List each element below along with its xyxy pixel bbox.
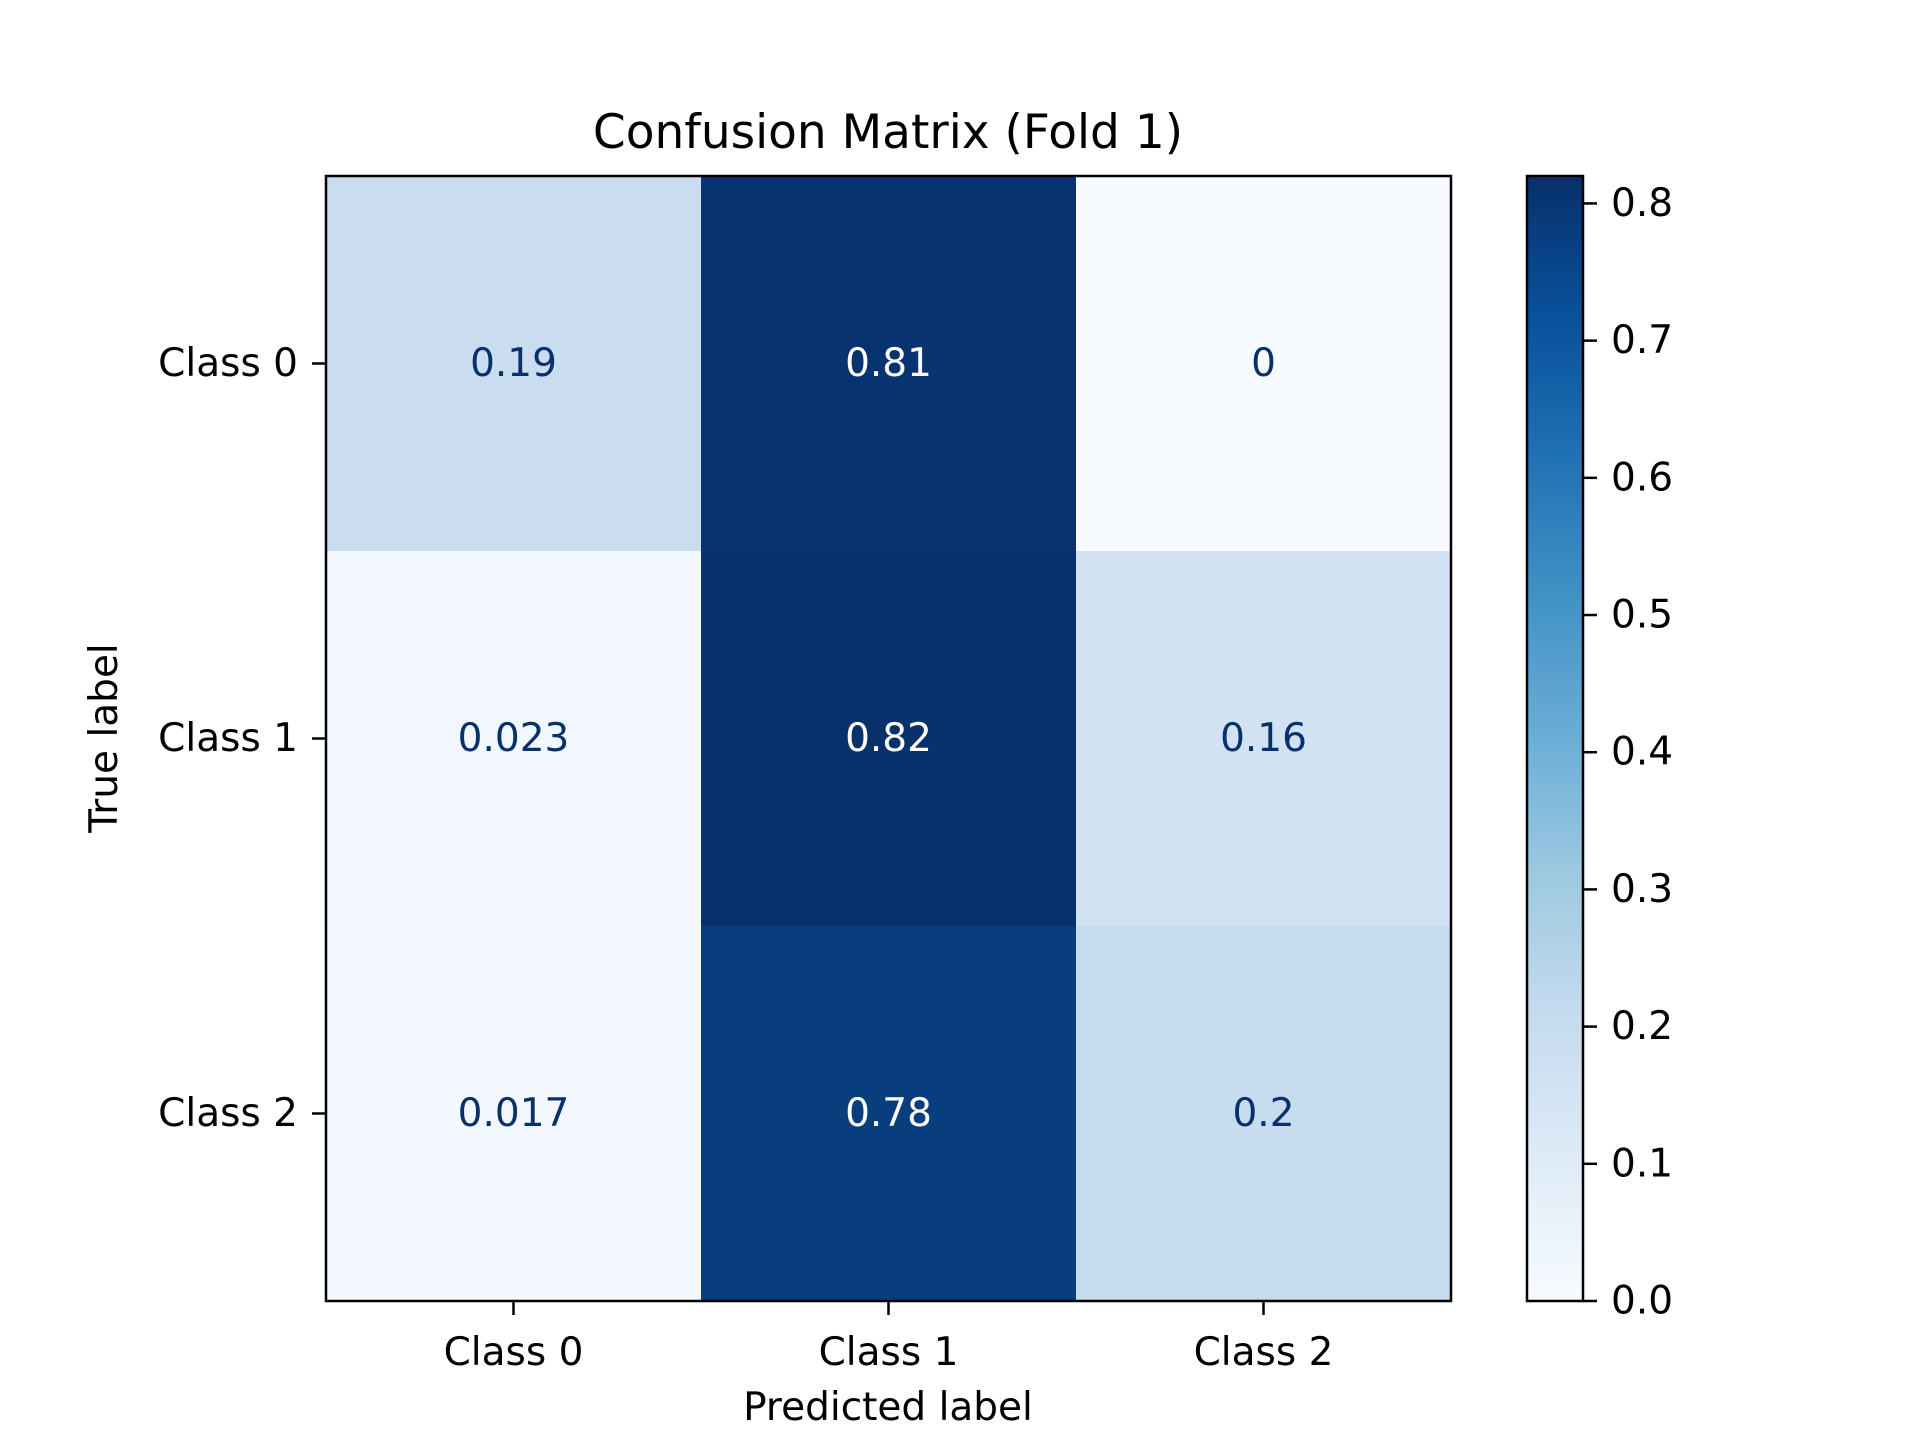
x-tick-label: Class 1 [819, 1330, 959, 1375]
y-axis-ticks: Class 0 Class 1 Class 2 [158, 341, 326, 1136]
y-tick-label: Class 0 [158, 341, 298, 386]
colorbar-tick-label: 0.4 [1611, 730, 1673, 775]
colorbar-tick-label: 0.5 [1611, 593, 1673, 638]
colorbar-tick-label: 0.7 [1611, 318, 1673, 363]
heatmap-cell-r0-c2 [1076, 176, 1452, 552]
y-axis-label: True label [82, 643, 127, 834]
colorbar-tick-label: 0.2 [1611, 1004, 1673, 1049]
cell-value-r2-c1: 0.78 [845, 1091, 932, 1136]
cell-value-labels: 0.19 0.81 0 0.023 0.82 0.16 0.017 0.78 0.2 [458, 341, 1307, 1136]
heatmap-cell-r1-c1 [701, 551, 1077, 927]
colorbar-tick-label: 0.0 [1611, 1279, 1673, 1324]
cell-value-r0-c2: 0 [1251, 341, 1276, 386]
colorbar-tick-label: 0.8 [1611, 181, 1673, 226]
cell-value-r1-c1: 0.82 [845, 716, 932, 761]
colorbar-tick-label: 0.6 [1611, 455, 1673, 500]
heatmap-cell-r2-c2 [1076, 926, 1452, 1302]
cell-value-r1-c0: 0.023 [458, 716, 570, 761]
colorbar-gradient [1527, 176, 1583, 1301]
heatmap-cell-r0-c1 [701, 176, 1077, 552]
x-axis-ticks: Class 0 Class 1 Class 2 [444, 1301, 1334, 1375]
y-tick-label: Class 2 [158, 1091, 298, 1136]
cell-value-r2-c2: 0.2 [1232, 1091, 1294, 1136]
y-tick-label: Class 1 [158, 716, 298, 761]
heatmap-cell-r1-c2 [1076, 551, 1452, 927]
heatmap-cells [326, 176, 1452, 1302]
chart-title: Confusion Matrix (Fold 1) [593, 105, 1183, 160]
x-tick-label: Class 2 [1194, 1330, 1334, 1375]
heatmap-cell-r1-c0 [326, 551, 702, 927]
x-tick-label: Class 0 [444, 1330, 584, 1375]
colorbar-ticks: 0.0 0.1 0.2 0.3 0.4 0.5 0.6 0.7 0.8 [1583, 181, 1673, 1324]
colorbar-tick-label: 0.3 [1611, 867, 1673, 912]
colorbar-frame [1525, 174, 1585, 1303]
colorbar-tick-label: 0.1 [1611, 1141, 1673, 1186]
heatmap-cell-r2-c1 [701, 926, 1077, 1302]
cell-value-r0-c0: 0.19 [470, 341, 557, 386]
cell-value-r1-c2: 0.16 [1220, 716, 1307, 761]
cell-value-r0-c1: 0.81 [845, 341, 932, 386]
heatmap-cell-r0-c0 [326, 176, 702, 552]
cell-value-r2-c0: 0.017 [458, 1091, 570, 1136]
x-axis-label: Predicted label [743, 1385, 1033, 1430]
heatmap-cell-r2-c0 [326, 926, 702, 1302]
